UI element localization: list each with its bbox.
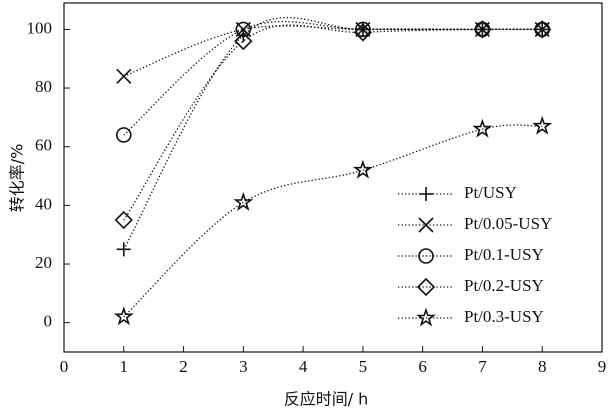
x-tick-label: 5 <box>359 357 368 376</box>
y-tick-label: 60 <box>35 136 52 155</box>
legend-marker <box>418 217 434 233</box>
marker <box>233 191 254 211</box>
x-tick-label: 9 <box>598 357 607 376</box>
legend-marker <box>416 307 436 327</box>
marker <box>234 31 253 51</box>
legend-marker <box>416 277 436 297</box>
x-tick-label: 0 <box>60 357 69 376</box>
legend-marker <box>418 248 434 264</box>
marker <box>533 20 552 39</box>
y-axis-label: 转化率/% <box>8 144 27 213</box>
x-tick-label: 4 <box>299 357 308 376</box>
series-line <box>123 24 543 221</box>
legend-marker <box>419 187 433 201</box>
legend-label: Pt/0.3-USY <box>464 307 544 326</box>
y-tick-label: 80 <box>35 77 52 96</box>
legend-label: Pt/0.1-USY <box>464 245 544 264</box>
marker <box>115 127 132 143</box>
legend-label: Pt/0.2-USY <box>464 276 544 295</box>
marker <box>113 306 134 326</box>
plot-frame <box>63 2 603 353</box>
y-tick-label: 20 <box>35 253 52 272</box>
x-axis-label: 反应时间/ h <box>284 390 369 409</box>
legend-label: Pt/0.05-USY <box>464 214 552 233</box>
marker <box>114 210 133 230</box>
marker <box>473 20 492 39</box>
x-tick-label: 6 <box>418 357 427 376</box>
marker <box>472 118 493 138</box>
marker <box>353 23 373 42</box>
x-tick-label: 1 <box>120 357 129 376</box>
y-tick-label: 0 <box>44 312 53 331</box>
y-tick-label: 40 <box>35 194 52 213</box>
marker <box>235 21 252 38</box>
legend-label: Pt/USY <box>464 183 517 202</box>
y-tick-label: 100 <box>27 18 53 37</box>
x-tick-label: 2 <box>179 357 188 376</box>
x-tick-label: 7 <box>478 357 487 376</box>
marker <box>352 159 373 179</box>
series-line <box>123 20 543 136</box>
marker <box>116 242 131 257</box>
marker <box>116 68 132 84</box>
x-tick-label: 8 <box>538 357 547 376</box>
marker <box>532 115 553 135</box>
marker <box>355 21 371 38</box>
x-tick-label: 3 <box>239 357 248 376</box>
